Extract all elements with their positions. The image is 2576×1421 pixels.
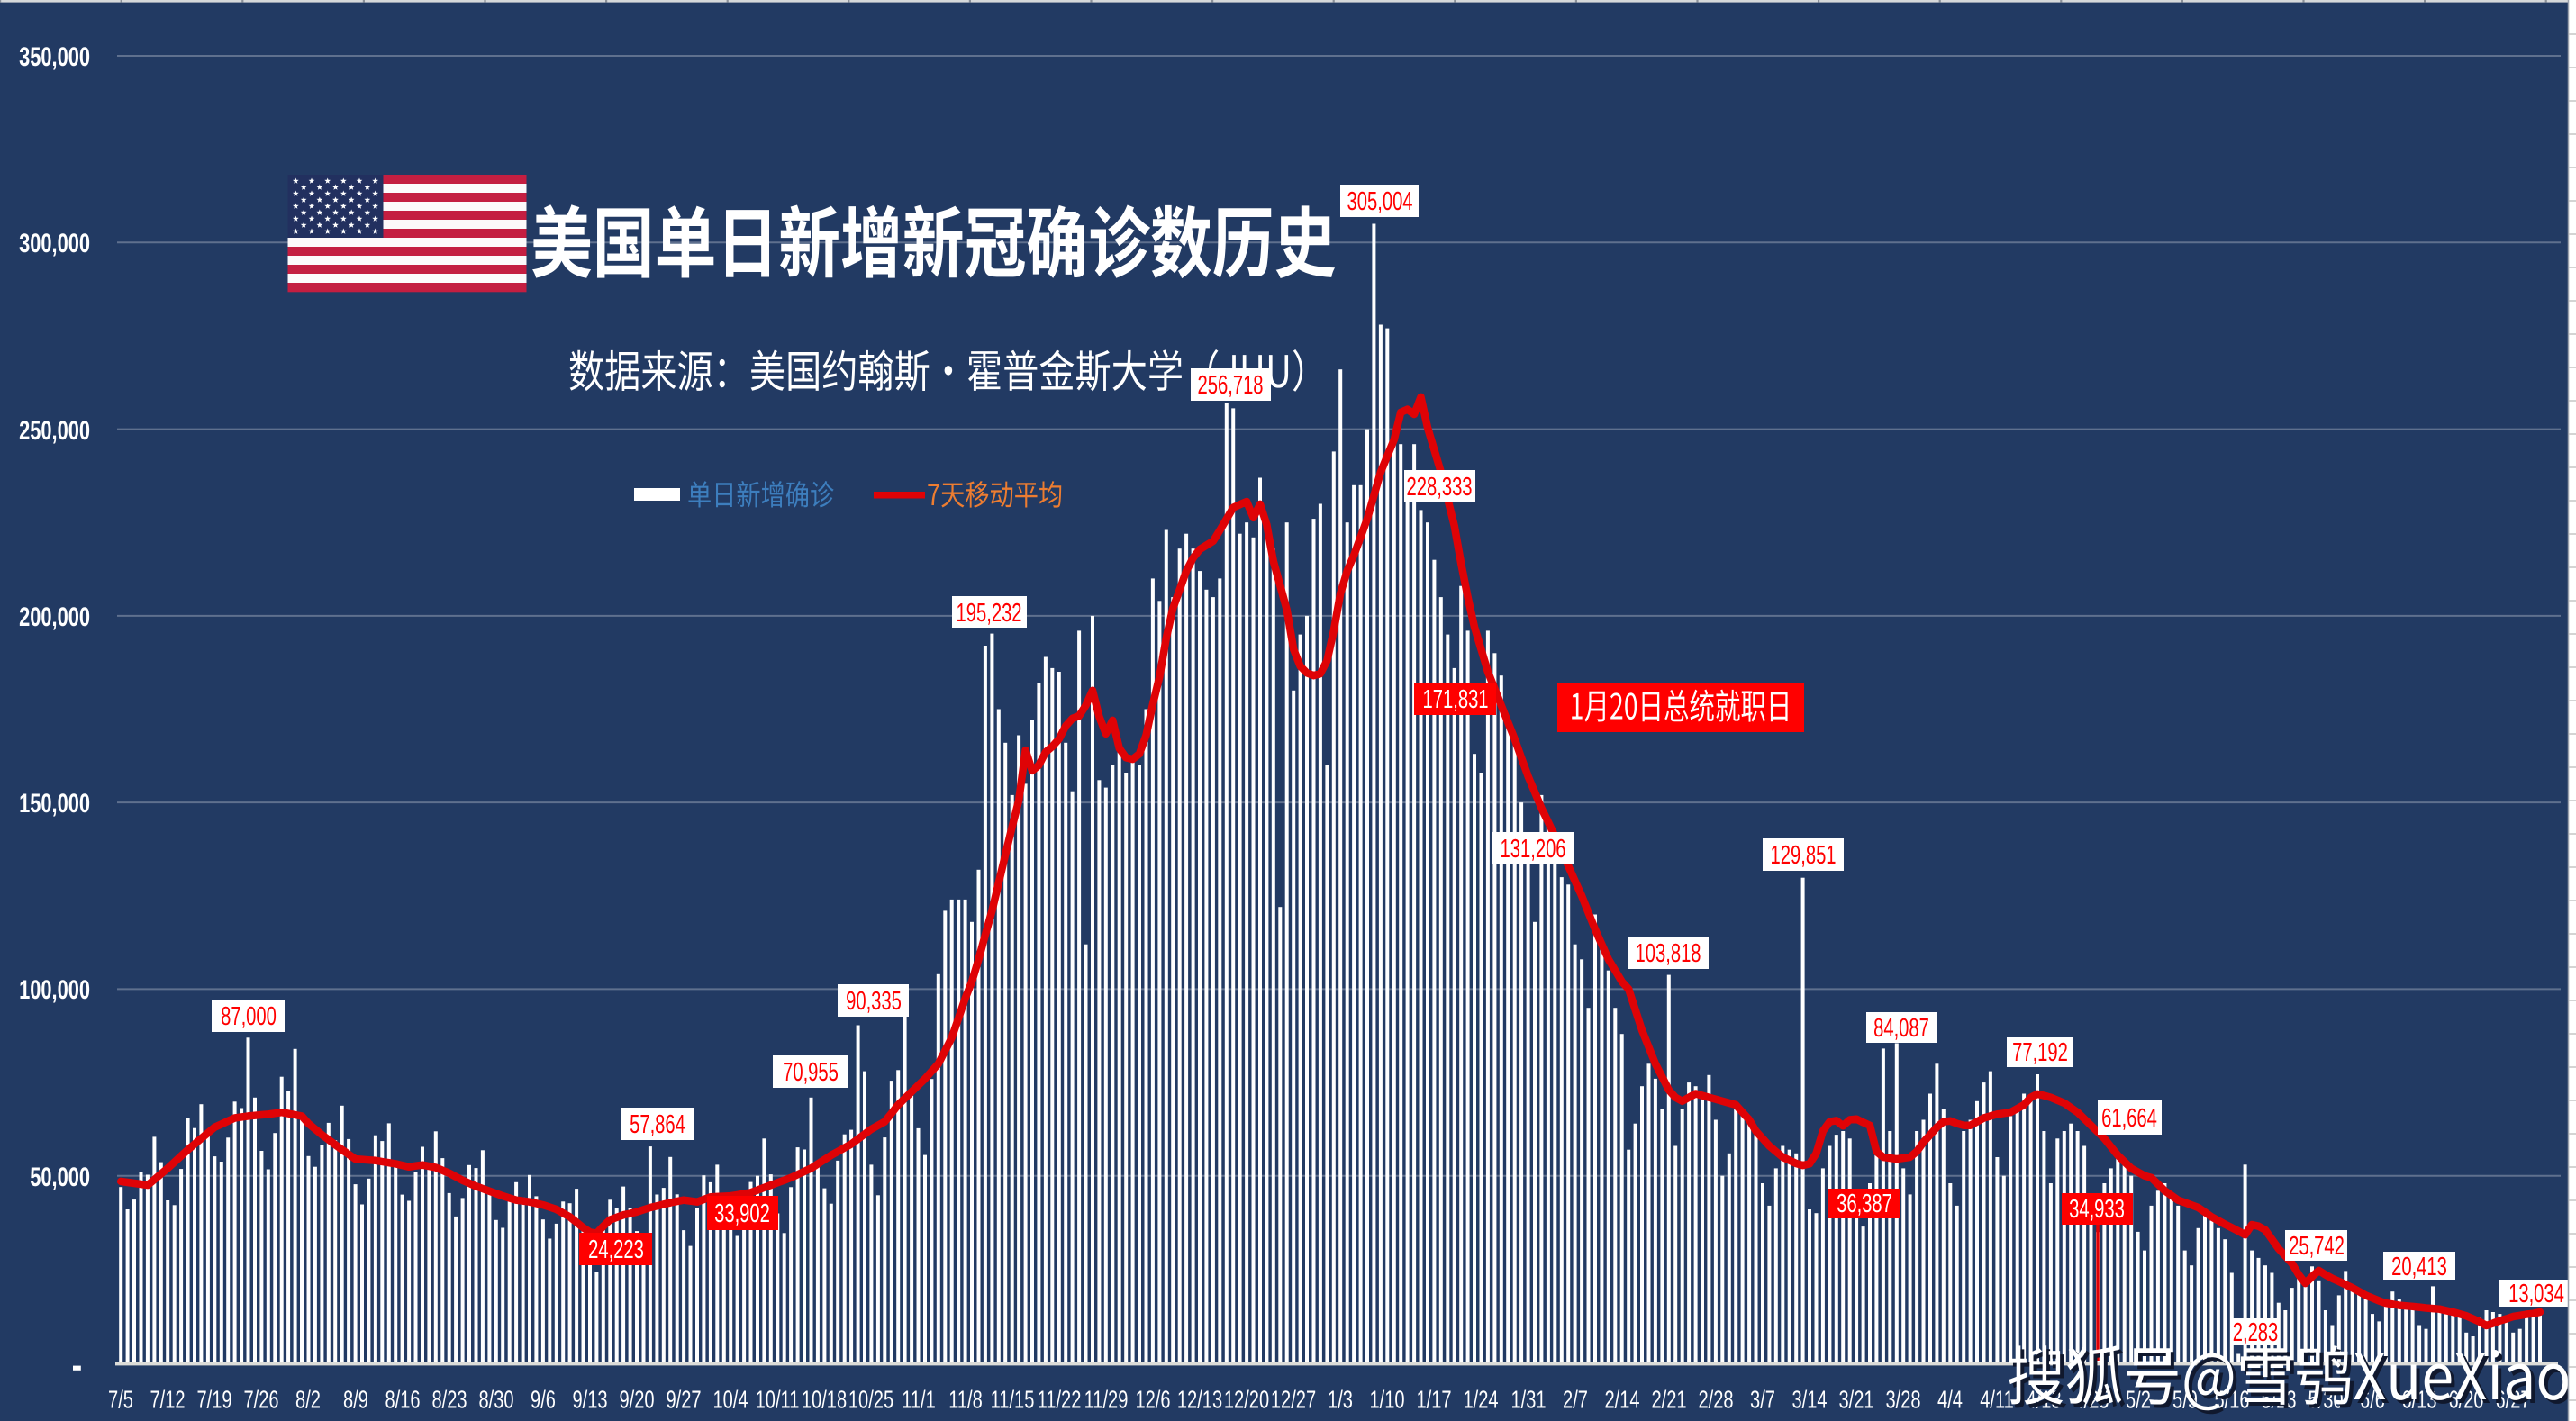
- svg-text:77,192: 77,192: [2012, 1039, 2068, 1067]
- svg-text:12/20: 12/20: [1224, 1387, 1269, 1415]
- svg-text:1/17: 1/17: [1416, 1387, 1451, 1415]
- svg-text:33,902: 33,902: [714, 1200, 770, 1228]
- svg-text:2/28: 2/28: [1698, 1387, 1733, 1415]
- svg-text:20,413: 20,413: [2391, 1254, 2447, 1281]
- svg-text:200,000: 200,000: [19, 603, 90, 632]
- svg-text:7/26: 7/26: [243, 1387, 278, 1415]
- svg-text:3/28: 3/28: [1885, 1387, 1920, 1415]
- svg-text:10/4: 10/4: [712, 1387, 748, 1415]
- svg-text:84,087: 84,087: [1873, 1015, 1929, 1043]
- svg-text:9/20: 9/20: [619, 1387, 654, 1415]
- svg-text:11/8: 11/8: [948, 1387, 983, 1415]
- svg-text:24,223: 24,223: [588, 1236, 644, 1264]
- svg-text:1/31: 1/31: [1510, 1387, 1546, 1415]
- svg-text:7/12: 7/12: [150, 1387, 185, 1415]
- svg-text:8/23: 8/23: [431, 1387, 467, 1415]
- svg-text:10/11: 10/11: [756, 1387, 800, 1415]
- svg-text:7/5: 7/5: [108, 1387, 133, 1415]
- svg-text:90,335: 90,335: [846, 988, 902, 1016]
- svg-text:300,000: 300,000: [19, 230, 90, 258]
- svg-text:150,000: 150,000: [19, 790, 90, 819]
- svg-text:8/16: 8/16: [385, 1387, 420, 1415]
- svg-text:11/22: 11/22: [1038, 1387, 1082, 1415]
- svg-text:61,664: 61,664: [2101, 1105, 2157, 1133]
- svg-text:2/21: 2/21: [1651, 1387, 1686, 1415]
- svg-text:36,387: 36,387: [1837, 1190, 1892, 1218]
- svg-text:87,000: 87,000: [221, 1003, 277, 1031]
- svg-text:7/19: 7/19: [196, 1387, 231, 1415]
- svg-text:8/2: 8/2: [295, 1387, 321, 1415]
- svg-text:1/3: 1/3: [1328, 1387, 1353, 1415]
- svg-text:103,818: 103,818: [1635, 940, 1701, 968]
- svg-text:171,831: 171,831: [1422, 686, 1488, 714]
- svg-text:50,000: 50,000: [30, 1163, 90, 1192]
- svg-text:11/29: 11/29: [1084, 1387, 1129, 1415]
- svg-text:13,034: 13,034: [2508, 1281, 2564, 1308]
- svg-text:70,955: 70,955: [783, 1059, 839, 1087]
- svg-text:129,851: 129,851: [1770, 842, 1836, 870]
- svg-text:9/6: 9/6: [531, 1387, 556, 1415]
- svg-text:5/2: 5/2: [2126, 1387, 2151, 1415]
- svg-text:3/14: 3/14: [1791, 1387, 1827, 1415]
- svg-text:131,206: 131,206: [1500, 836, 1565, 864]
- svg-text:9/13: 9/13: [572, 1387, 607, 1415]
- svg-text:9/27: 9/27: [666, 1387, 701, 1415]
- svg-text:4/11: 4/11: [1980, 1387, 2014, 1415]
- svg-text:34,933: 34,933: [2069, 1196, 2125, 1224]
- svg-text:256,718: 256,718: [1197, 372, 1263, 400]
- svg-text:305,004: 305,004: [1347, 188, 1412, 216]
- svg-text:1/24: 1/24: [1463, 1387, 1498, 1415]
- svg-text:3/21: 3/21: [1838, 1387, 1873, 1415]
- svg-text:228,333: 228,333: [1406, 474, 1472, 502]
- svg-text:2/14: 2/14: [1604, 1387, 1639, 1415]
- svg-text:8/30: 8/30: [478, 1387, 513, 1415]
- svg-text:11/15: 11/15: [991, 1387, 1035, 1415]
- svg-text:11/1: 11/1: [902, 1387, 936, 1415]
- svg-text:350,000: 350,000: [19, 43, 90, 72]
- svg-text:12/6: 12/6: [1135, 1387, 1170, 1415]
- svg-text:10/18: 10/18: [802, 1387, 847, 1415]
- svg-text:2/7: 2/7: [1563, 1387, 1588, 1415]
- svg-text:195,232: 195,232: [956, 600, 1021, 628]
- svg-text:3/7: 3/7: [1750, 1387, 1775, 1415]
- svg-text:57,864: 57,864: [630, 1111, 685, 1139]
- svg-text:4/4: 4/4: [1937, 1387, 1963, 1415]
- svg-text:8/9: 8/9: [343, 1387, 368, 1415]
- svg-text:1/10: 1/10: [1369, 1387, 1404, 1415]
- svg-text:12/13: 12/13: [1177, 1387, 1222, 1415]
- svg-text:10/25: 10/25: [848, 1387, 893, 1415]
- svg-text:250,000: 250,000: [19, 417, 90, 446]
- svg-text:100,000: 100,000: [19, 976, 90, 1005]
- svg-text:12/27: 12/27: [1271, 1387, 1316, 1415]
- svg-text:2,283: 2,283: [2233, 1319, 2279, 1347]
- svg-text:25,742: 25,742: [2289, 1233, 2345, 1261]
